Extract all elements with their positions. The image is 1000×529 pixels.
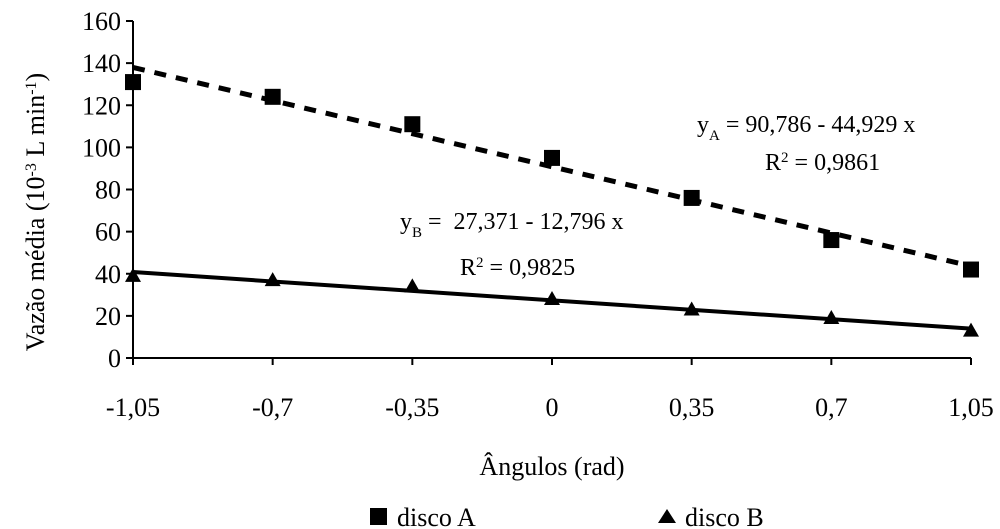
axis-ticks: 0 20 40 60 80 100 120 140 160 -1,05 -0,7 -0,35 0 0,35… xyxy=(82,7,994,422)
point-disco-b xyxy=(823,309,840,324)
y-tick-label: 100 xyxy=(82,133,121,162)
x-tick-label: -1,05 xyxy=(106,393,160,422)
y-tick-label: 60 xyxy=(95,218,121,247)
equation-b-sub: B xyxy=(412,225,422,241)
equation-b: yB = 27,371 - 12,796 x xyxy=(400,209,624,241)
y-tick-label: 80 xyxy=(95,176,121,205)
point-disco-b xyxy=(125,267,141,282)
x-tick-label: 0,7 xyxy=(815,393,848,422)
x-tick-label: -0,7 xyxy=(252,393,293,422)
point-disco-b xyxy=(404,278,421,293)
y-axis-unit-close: ) xyxy=(21,73,50,82)
equation-b-rest: = 27,371 - 12,796 x xyxy=(422,209,624,235)
legend-marker-square xyxy=(370,508,387,525)
data-points xyxy=(125,74,979,337)
point-disco-b xyxy=(264,272,281,287)
point-disco-b xyxy=(544,291,560,306)
x-axis-title: Ângulos (rad) xyxy=(479,452,624,481)
r2-a-value: 0,9861 xyxy=(814,150,880,176)
equation-a-rest: = 90,786 - 44,929 x xyxy=(720,112,916,138)
y-tick-label: 40 xyxy=(95,260,121,289)
point-disco-b xyxy=(683,301,700,316)
point-disco-a xyxy=(125,74,141,91)
point-disco-a xyxy=(823,232,840,249)
point-disco-a xyxy=(963,261,979,278)
y-axis-title: Vazão média (10-3 L min-1) xyxy=(21,73,50,351)
legend-label-b: disco B xyxy=(685,503,764,529)
equation-a-var: y xyxy=(697,112,709,138)
y-axis-title-main: Vazão média xyxy=(21,217,50,351)
y-tick-label: 0 xyxy=(108,344,121,373)
point-disco-a xyxy=(264,88,281,105)
equation-b-var: y xyxy=(400,209,412,235)
trend-lines xyxy=(132,64,972,331)
y-tick-label: 120 xyxy=(82,91,121,120)
point-disco-b xyxy=(963,322,979,337)
y-axis-unit-exp1: -3 xyxy=(23,163,40,176)
equation-a-sub: A xyxy=(709,128,720,144)
y-tick-label: 20 xyxy=(95,302,121,331)
y-axis-unit-exp2: -1 xyxy=(23,81,40,94)
y-tick-label: 160 xyxy=(82,7,121,36)
legend-label-a: disco A xyxy=(397,503,476,529)
legend: disco A disco B xyxy=(370,503,764,529)
y-axis-unit-open: (10 xyxy=(21,176,50,211)
equation-a: yA = 90,786 - 44,929 x xyxy=(697,112,915,144)
r2-b-value: 0,9825 xyxy=(509,255,575,281)
x-tick-label: -0,35 xyxy=(385,393,439,422)
point-disco-a xyxy=(683,189,700,206)
r2-a: R2 = 0,9861 xyxy=(765,150,880,176)
point-disco-a xyxy=(544,149,560,166)
x-tick-label: 1,05 xyxy=(948,393,994,422)
point-disco-a xyxy=(404,116,421,133)
legend-marker-triangle xyxy=(658,509,676,523)
x-tick-label: 0 xyxy=(546,393,559,422)
x-tick-label: 0,35 xyxy=(669,393,715,422)
r2-b: R2 = 0,9825 xyxy=(460,255,575,281)
y-axis-unit-mid: L min xyxy=(21,95,50,163)
y-tick-label: 140 xyxy=(82,49,121,78)
